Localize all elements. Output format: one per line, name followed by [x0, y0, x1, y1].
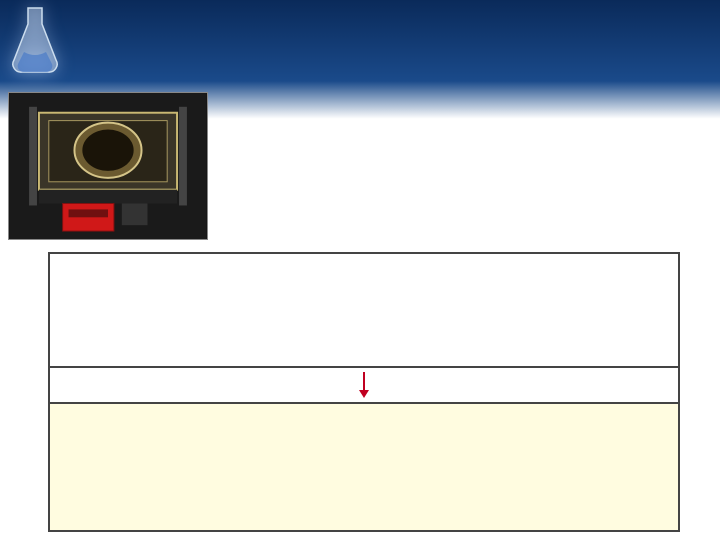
vulcanization-diagram	[48, 252, 680, 532]
raw-rubber-panel	[50, 254, 678, 368]
reaction-arrow-row	[50, 368, 678, 402]
press-photo	[8, 92, 208, 240]
flask-icon	[8, 4, 62, 76]
down-arrow-icon	[356, 370, 372, 403]
vulcanized-rubber-panel	[50, 402, 678, 530]
